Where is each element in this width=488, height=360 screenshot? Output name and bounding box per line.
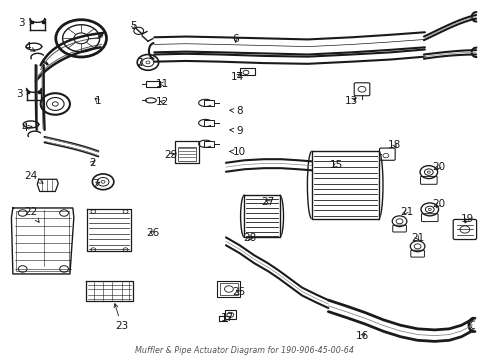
Text: 11: 11 <box>156 79 169 89</box>
Text: 3: 3 <box>18 18 34 28</box>
Text: 2: 2 <box>89 158 96 168</box>
Text: 18: 18 <box>387 140 401 150</box>
Text: 24: 24 <box>24 171 43 183</box>
Polygon shape <box>87 210 131 251</box>
Text: 12: 12 <box>156 97 169 107</box>
Text: 21: 21 <box>399 207 412 217</box>
Text: 7: 7 <box>136 58 142 68</box>
Text: 20: 20 <box>431 199 444 210</box>
Text: 9: 9 <box>229 126 243 135</box>
Polygon shape <box>244 195 279 237</box>
Text: 20: 20 <box>431 162 444 172</box>
Text: 3: 3 <box>16 89 30 99</box>
Text: 19: 19 <box>460 214 473 224</box>
Text: 5: 5 <box>130 21 136 31</box>
Text: 13: 13 <box>345 96 358 106</box>
Polygon shape <box>11 208 74 274</box>
Text: 23: 23 <box>114 304 128 331</box>
Polygon shape <box>86 281 133 301</box>
Text: Muffler & Pipe Actuator Diagram for 190-906-45-00-64: Muffler & Pipe Actuator Diagram for 190-… <box>135 346 353 355</box>
Text: 7: 7 <box>92 179 100 189</box>
Text: 26: 26 <box>146 228 159 238</box>
Text: 16: 16 <box>355 331 368 341</box>
Text: 28: 28 <box>243 233 257 243</box>
Text: 15: 15 <box>329 160 342 170</box>
Text: 1: 1 <box>95 96 102 106</box>
Text: 8: 8 <box>229 106 243 116</box>
Text: 27: 27 <box>261 197 274 207</box>
Text: 4: 4 <box>22 123 32 133</box>
Text: 25: 25 <box>231 287 245 297</box>
Text: 17: 17 <box>221 313 234 323</box>
Text: 6: 6 <box>232 35 239 44</box>
Text: 14: 14 <box>230 72 244 82</box>
Text: 10: 10 <box>229 147 245 157</box>
Polygon shape <box>37 179 58 192</box>
Polygon shape <box>311 151 378 219</box>
Text: 21: 21 <box>410 233 424 243</box>
Text: 29: 29 <box>164 150 178 160</box>
Text: 4: 4 <box>24 42 35 52</box>
Text: 22: 22 <box>24 207 39 222</box>
